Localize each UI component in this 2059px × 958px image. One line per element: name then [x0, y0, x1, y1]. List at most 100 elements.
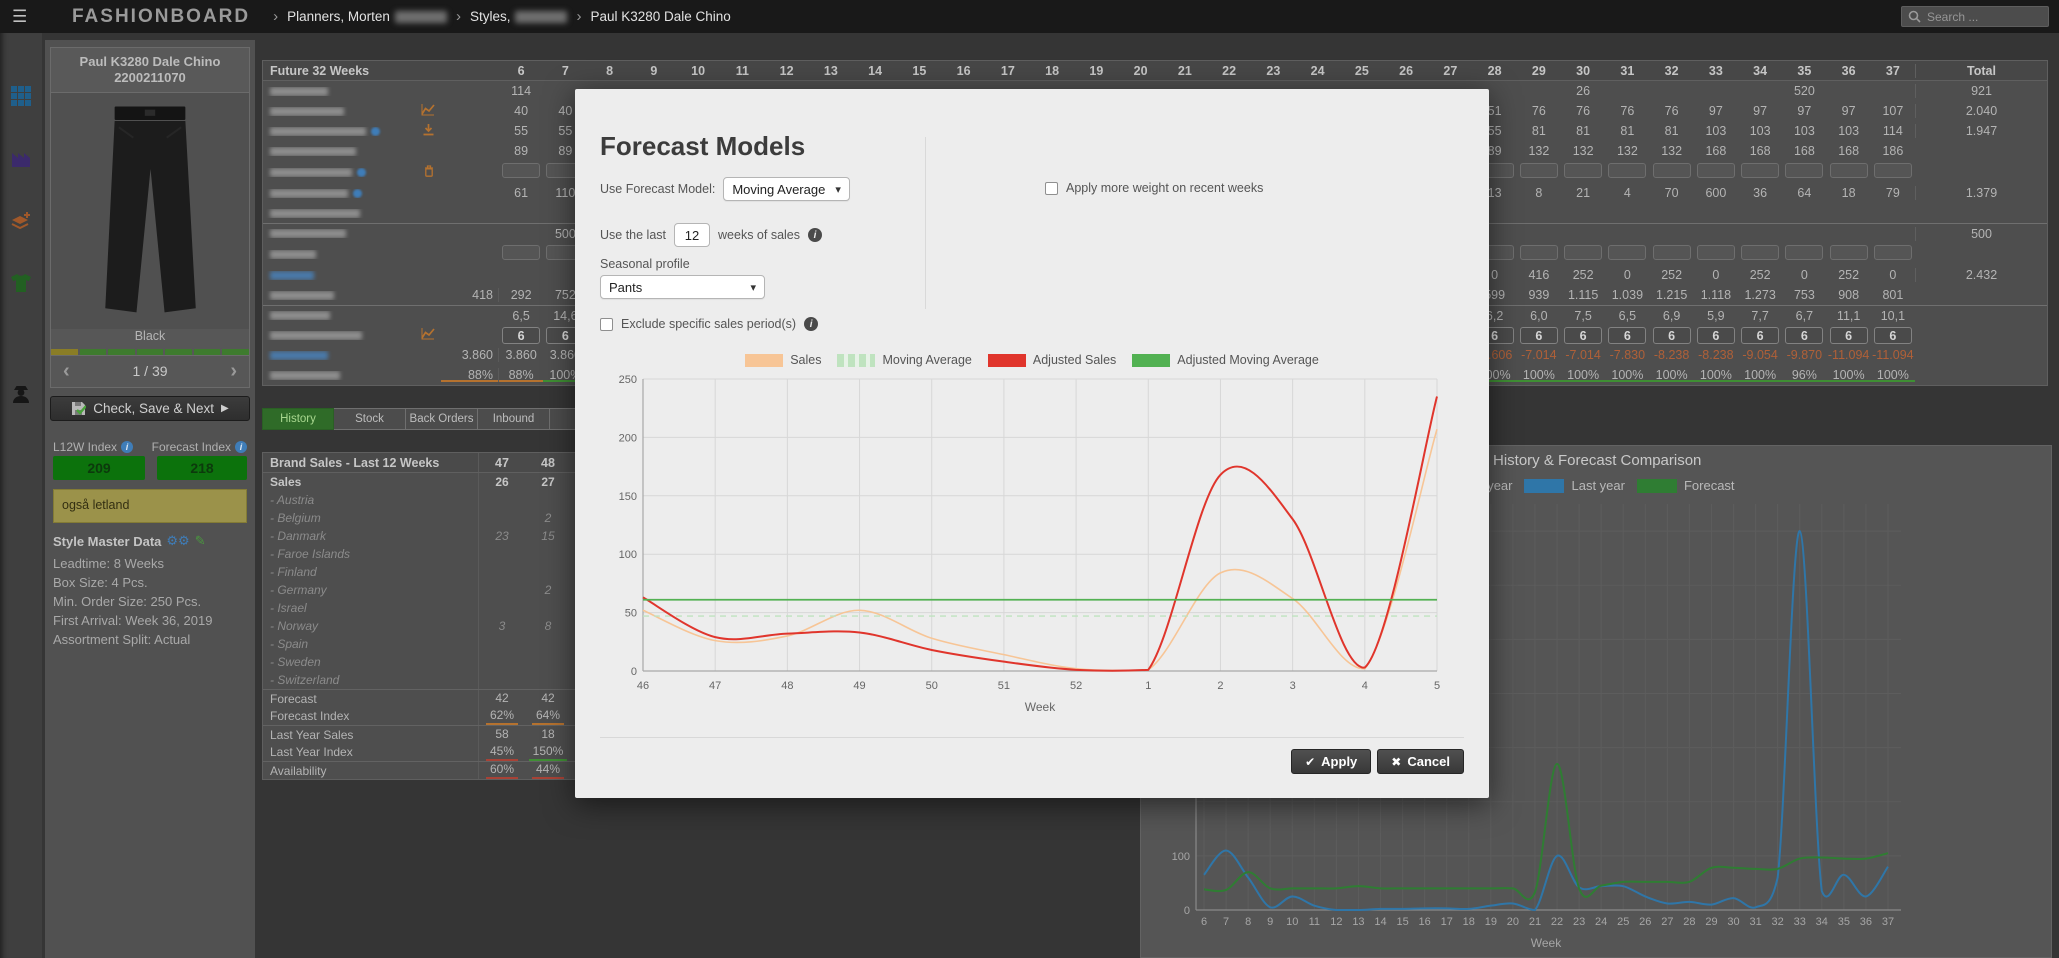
breadcrumb-item[interactable]: Styles, — [469, 9, 511, 24]
chart-line-icon[interactable] — [421, 103, 435, 119]
row-label-redacted — [263, 350, 413, 360]
row-label-redacted — [263, 290, 413, 300]
history-value-cell — [479, 601, 525, 615]
check-save-next-button[interactable]: Check, Save & Next ▶ — [50, 396, 250, 421]
history-value — [498, 557, 506, 558]
redacted-row-label[interactable] — [270, 270, 314, 280]
tab-history[interactable]: History — [262, 408, 334, 430]
history-value — [544, 611, 552, 612]
week-cell: 100% — [1871, 368, 1915, 382]
week-cell: 168 — [1838, 144, 1860, 158]
weight-recent-weeks-checkbox[interactable] — [1045, 181, 1058, 195]
history-value: 64% — [531, 708, 565, 725]
week-value-input[interactable] — [1741, 245, 1780, 260]
tab-inbound[interactable]: Inbound — [478, 408, 550, 430]
exclude-info-icon[interactable]: i — [804, 317, 819, 331]
style-note-input[interactable]: også letland — [53, 489, 247, 523]
forecast-model-select[interactable]: Moving Average ▾ — [723, 177, 850, 201]
gears-icon[interactable]: ⚙⚙ — [166, 534, 190, 549]
week-cell: 100% — [1694, 368, 1738, 382]
tab-back-orders[interactable]: Back Orders — [406, 408, 478, 430]
chart-line-icon[interactable] — [421, 327, 435, 343]
hamburger-menu-icon[interactable]: ☰ — [12, 6, 28, 27]
week-value-input[interactable]: 6 — [502, 326, 541, 344]
week-value-input[interactable] — [1829, 163, 1868, 178]
forecast-info-icon[interactable]: i — [235, 441, 247, 453]
week-value-input[interactable] — [1652, 163, 1691, 178]
week-value-input[interactable] — [1652, 245, 1691, 260]
week-value-input[interactable] — [1785, 245, 1824, 260]
week-cell: 100% — [1561, 368, 1605, 382]
trash-icon[interactable] — [423, 164, 435, 180]
legend-label: Sales — [790, 353, 822, 367]
history-value — [498, 593, 506, 594]
week-value-input[interactable] — [1564, 163, 1603, 178]
redacted-row-label — [270, 290, 334, 300]
week-value-input[interactable] — [1873, 163, 1912, 178]
week-cell: 81 — [1576, 124, 1591, 138]
week-value-input[interactable] — [1873, 245, 1912, 260]
l12w-info-icon[interactable]: i — [121, 441, 134, 453]
info-icon[interactable] — [371, 126, 380, 136]
x-tick-label: 22 — [1551, 916, 1563, 928]
week-cell — [1561, 163, 1605, 181]
info-icon[interactable] — [357, 167, 366, 177]
history-row-sales: Sales 26 27 — [263, 473, 659, 491]
x-tick-label: 46 — [637, 680, 649, 692]
week-value-input[interactable] — [1519, 245, 1558, 260]
week-value-input[interactable] — [1608, 245, 1647, 260]
seasonal-profile-select[interactable]: Pants ▾ — [600, 275, 765, 299]
grid-icon[interactable] — [10, 85, 32, 107]
week-value-input[interactable]: 6 — [1652, 326, 1691, 344]
week-value-input[interactable] — [1519, 163, 1558, 178]
edit-pencil-icon[interactable]: ✎ — [194, 534, 206, 549]
week-value-input[interactable] — [502, 163, 541, 178]
layers-add-icon[interactable] — [10, 210, 32, 232]
week-value-input[interactable]: 6 — [1564, 326, 1603, 344]
redacted-row-label[interactable] — [270, 350, 328, 360]
week-value-input[interactable] — [502, 245, 541, 260]
week-value-input[interactable] — [1608, 163, 1647, 178]
color-name: Black — [134, 329, 166, 343]
tshirt-icon[interactable] — [10, 272, 32, 294]
future-table-row-1: 114 26 520 921 — [263, 81, 2047, 101]
cancel-label: Cancel — [1407, 754, 1450, 769]
week-value-input[interactable] — [1829, 245, 1868, 260]
exclude-periods-checkbox[interactable] — [600, 317, 613, 331]
breadcrumb-item[interactable]: Paul K3280 Dale Chino — [590, 9, 731, 24]
week-value-input[interactable]: 6 — [1829, 326, 1868, 344]
week-value-input[interactable] — [1741, 163, 1780, 178]
next-style-arrow[interactable]: › — [230, 359, 237, 382]
tab-stock[interactable]: Stock — [334, 408, 406, 430]
history-row-label: Last Year Index — [263, 743, 479, 761]
week-value-input[interactable]: 6 — [1696, 326, 1735, 344]
week-cell: 0 — [1889, 268, 1897, 282]
week-value-input[interactable]: 6 — [1873, 326, 1912, 344]
week-value-input[interactable] — [1785, 163, 1824, 178]
redacted-row-label — [270, 126, 366, 136]
info-icon[interactable] — [353, 188, 362, 198]
download-icon[interactable] — [422, 123, 435, 139]
week-value-input[interactable]: 6 — [1741, 326, 1780, 344]
factory-icon[interactable] — [10, 147, 32, 169]
weeks-of-sales-input[interactable] — [674, 223, 711, 247]
week-value-input[interactable]: 6 — [1608, 326, 1647, 344]
future-table-row-4: 89898989132132132132168168168168186 — [263, 141, 2047, 161]
x-tick-label: 33 — [1794, 916, 1806, 928]
week-value-input[interactable]: 6 — [1519, 326, 1558, 344]
history-row-label: Availability — [263, 762, 479, 779]
prev-style-arrow[interactable]: ‹ — [63, 359, 70, 382]
week-cell: 252 — [1749, 268, 1771, 282]
spy-icon[interactable] — [10, 383, 32, 405]
week-value-input[interactable]: 6 — [1785, 326, 1824, 344]
weeks-info-icon[interactable]: i — [808, 228, 822, 242]
week-value-input[interactable] — [1696, 163, 1735, 178]
history-row--norway: - Norway 3 8 — [263, 617, 659, 635]
search-input[interactable] — [1927, 9, 2042, 24]
apply-button[interactable]: ✔ Apply — [1291, 749, 1372, 774]
breadcrumb-item[interactable]: Planners, Morten — [287, 9, 390, 24]
week-cell: 801 — [1882, 288, 1904, 302]
week-value-input[interactable] — [1564, 245, 1603, 260]
cancel-button[interactable]: ✖ Cancel — [1377, 749, 1464, 774]
week-value-input[interactable] — [1696, 245, 1735, 260]
